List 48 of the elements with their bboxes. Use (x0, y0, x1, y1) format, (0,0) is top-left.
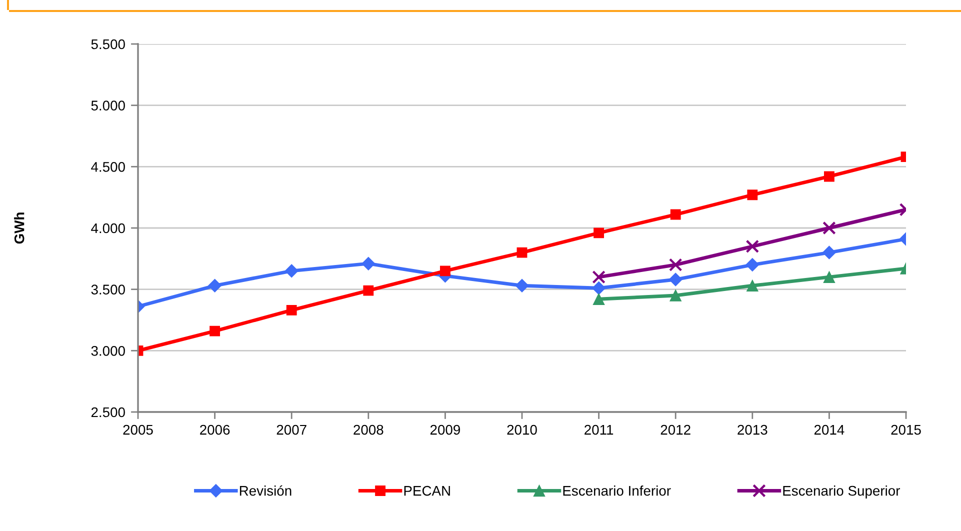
point (286, 304, 297, 316)
point (670, 290, 682, 302)
x-tick-label: 2005 (123, 424, 153, 435)
point (670, 209, 681, 220)
y-tick-label: 2.500 (91, 407, 125, 418)
point (823, 271, 836, 283)
x-tick-label: 2015 (891, 424, 921, 435)
point (440, 266, 450, 276)
point (822, 221, 836, 235)
point (210, 326, 220, 336)
point (516, 247, 528, 258)
point (284, 264, 298, 278)
legend-label: Revisión (240, 485, 292, 496)
point (208, 278, 222, 292)
y-tick-label: 5.000 (91, 100, 125, 111)
point (668, 272, 682, 286)
point (363, 285, 374, 296)
x-tick-label: 2010 (507, 424, 537, 435)
point (592, 270, 606, 284)
y-tick-label: 3.000 (91, 346, 125, 356)
x-tick-label: 2007 (276, 424, 306, 435)
point (592, 293, 605, 306)
x-tick-label: 2008 (354, 424, 384, 435)
x-tick-label: 2009 (430, 424, 460, 435)
x-tick-label: 2014 (814, 424, 844, 435)
y-tick-label: 3.500 (91, 284, 125, 295)
legend-label: Escenario Inferior (563, 486, 671, 496)
point (746, 258, 760, 272)
point (822, 246, 836, 260)
legend-label: PECAN (404, 486, 450, 496)
legend-label: Escenario Superior (783, 486, 900, 498)
y-tick-label: 4.000 (91, 223, 125, 234)
point (592, 281, 606, 295)
x-tick-label: 2011 (584, 424, 614, 435)
y-tick-label: 5.500 (91, 39, 125, 50)
x-tick-label: 2006 (200, 424, 230, 435)
point (362, 256, 376, 270)
point (746, 280, 758, 292)
point (824, 171, 834, 182)
y-axis-title: GWh (14, 212, 24, 244)
point (668, 258, 682, 272)
y-tick-label: 4.500 (91, 162, 125, 172)
point (747, 190, 758, 200)
x-tick-label: 2012 (660, 424, 690, 435)
point (746, 240, 760, 254)
point (594, 228, 604, 238)
x-tick-label: 2013 (738, 424, 768, 435)
point (515, 278, 529, 292)
